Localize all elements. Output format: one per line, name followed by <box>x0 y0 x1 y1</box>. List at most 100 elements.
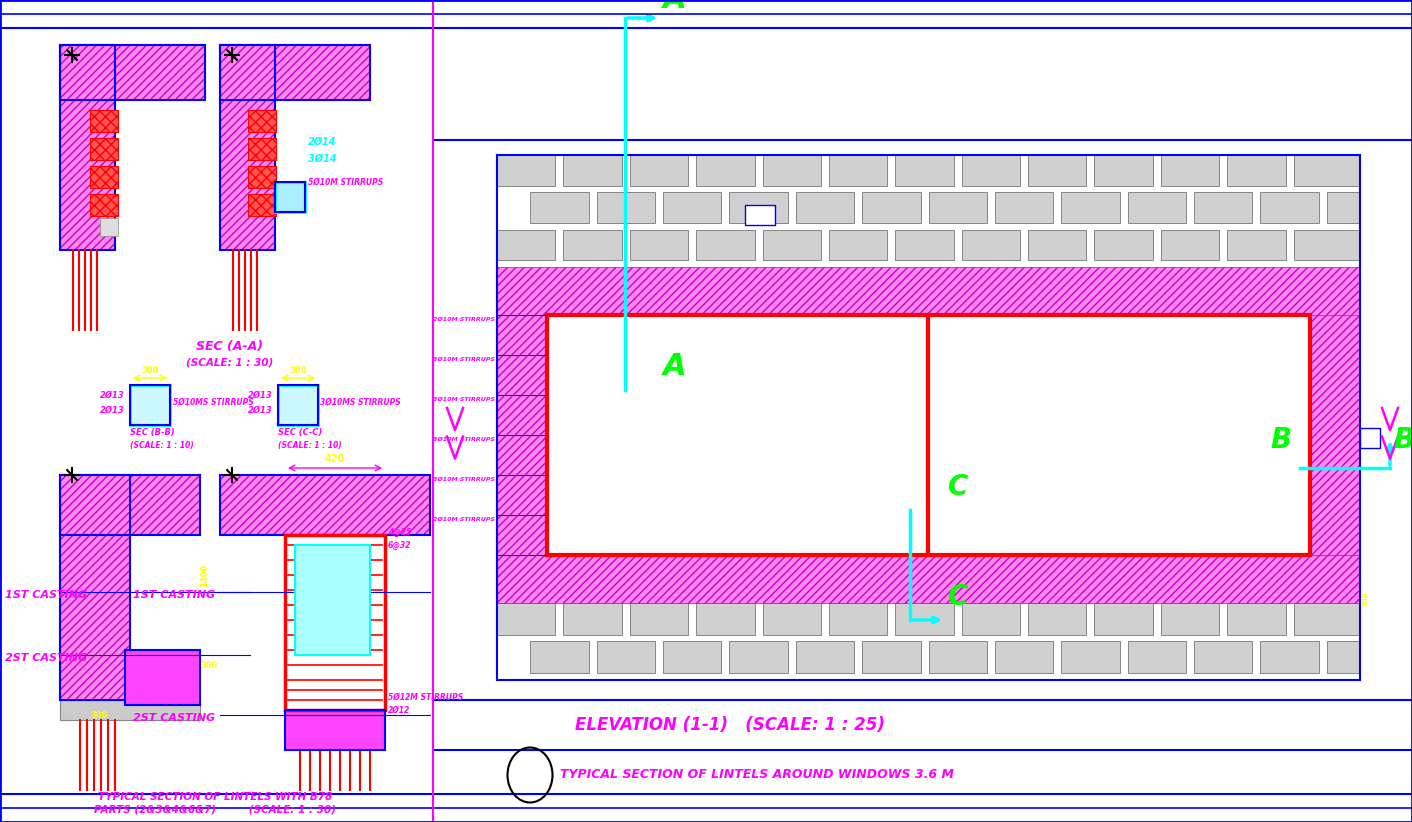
Bar <box>962 603 1019 635</box>
Bar <box>1261 192 1319 223</box>
Bar <box>1128 192 1186 223</box>
Bar <box>90 110 119 132</box>
Text: PARTS (2&3&4&6&7)         (SCALE: 1 : 30): PARTS (2&3&4&6&7) (SCALE: 1 : 30) <box>95 805 336 815</box>
Bar <box>1227 155 1286 186</box>
Text: (SCALE: 1 : 10): (SCALE: 1 : 10) <box>278 441 342 450</box>
Text: C: C <box>947 473 969 501</box>
Bar <box>530 192 589 223</box>
Text: A: A <box>664 0 686 14</box>
Bar <box>59 475 201 535</box>
Bar <box>1094 229 1152 261</box>
Bar <box>696 229 754 261</box>
Bar <box>220 475 431 535</box>
Bar <box>630 603 688 635</box>
Bar <box>59 700 201 720</box>
Bar <box>220 45 370 100</box>
Bar <box>1128 641 1186 673</box>
Bar <box>762 155 820 186</box>
Bar <box>1028 229 1086 261</box>
Bar <box>664 192 722 223</box>
Bar <box>126 650 201 705</box>
Bar <box>1327 192 1360 223</box>
Bar <box>285 535 385 710</box>
Bar <box>249 166 275 188</box>
Bar <box>1261 641 1319 673</box>
Bar <box>762 603 820 635</box>
Bar <box>597 641 655 673</box>
Text: 3Ø10MS STIRRUPS: 3Ø10MS STIRRUPS <box>321 398 401 407</box>
Bar <box>285 710 385 750</box>
Bar <box>1094 603 1152 635</box>
Text: 1ST CASTING: 1ST CASTING <box>133 590 215 600</box>
Bar <box>530 641 589 673</box>
Bar <box>563 603 621 635</box>
Text: B: B <box>1394 426 1412 454</box>
Text: ELEVATION (1-1)   (SCALE: 1 : 25): ELEVATION (1-1) (SCALE: 1 : 25) <box>575 716 885 734</box>
Text: SEC (B-B): SEC (B-B) <box>130 428 175 437</box>
Bar <box>59 45 114 250</box>
Bar <box>130 385 169 425</box>
Text: SEC (C-C): SEC (C-C) <box>278 428 322 437</box>
Bar <box>220 475 431 535</box>
Text: 3Ø14: 3Ø14 <box>308 154 336 164</box>
Text: 300: 300 <box>201 661 217 670</box>
Bar <box>90 194 119 216</box>
Bar <box>497 603 555 635</box>
Bar <box>863 641 921 673</box>
Text: 2Ø10M STIRRUPS: 2Ø10M STIRRUPS <box>433 317 496 322</box>
Bar <box>497 315 546 555</box>
Bar <box>278 385 318 425</box>
Bar <box>664 641 722 673</box>
Text: 3Ø10M STIRRUPS: 3Ø10M STIRRUPS <box>433 357 496 362</box>
Text: B: B <box>1269 426 1291 454</box>
Bar <box>563 229 621 261</box>
Bar <box>90 166 119 188</box>
Text: 5Ø12M STIRRUPS: 5Ø12M STIRRUPS <box>388 693 463 702</box>
Bar <box>59 45 205 100</box>
Bar <box>1028 603 1086 635</box>
Bar <box>1062 641 1120 673</box>
Bar <box>796 192 854 223</box>
Bar <box>1227 229 1286 261</box>
Bar <box>126 650 201 705</box>
Bar <box>962 155 1019 186</box>
Text: 420: 420 <box>325 454 345 464</box>
Bar <box>295 545 370 655</box>
Bar <box>995 641 1053 673</box>
Text: 5Ø10MS STIRRUPS: 5Ø10MS STIRRUPS <box>174 398 254 407</box>
Bar <box>1028 155 1086 186</box>
Text: 4@25: 4@25 <box>388 528 411 537</box>
Bar <box>285 710 385 750</box>
Text: 5Ø10M STIRRUPS: 5Ø10M STIRRUPS <box>308 178 383 187</box>
Bar <box>696 155 754 186</box>
Bar <box>995 192 1053 223</box>
Text: 1400: 1400 <box>201 563 209 587</box>
Text: 2Ø10M STIRRUPS: 2Ø10M STIRRUPS <box>433 517 496 522</box>
Bar <box>796 641 854 673</box>
Bar <box>220 45 370 100</box>
Text: 6@32: 6@32 <box>388 541 411 550</box>
Bar <box>220 45 275 250</box>
Bar <box>546 315 1310 555</box>
Bar <box>829 229 887 261</box>
Bar <box>895 229 953 261</box>
Text: 3Ø10M STIRRUPS: 3Ø10M STIRRUPS <box>433 477 496 482</box>
Bar <box>249 194 275 216</box>
Bar <box>1293 155 1360 186</box>
Bar <box>278 385 318 425</box>
Bar <box>1360 428 1380 448</box>
Bar <box>249 110 275 132</box>
Bar <box>929 192 987 223</box>
Text: 3Ø10M STIRRUPS: 3Ø10M STIRRUPS <box>433 397 496 402</box>
Bar <box>249 138 275 160</box>
Text: (SCALE: 1 : 10): (SCALE: 1 : 10) <box>130 441 193 450</box>
Text: 2Ø13: 2Ø13 <box>100 391 126 400</box>
Bar <box>100 218 119 236</box>
Text: SEC (A-A): SEC (A-A) <box>196 340 264 353</box>
Bar <box>563 155 621 186</box>
Bar <box>59 475 130 700</box>
Bar <box>929 641 987 673</box>
Text: C: C <box>947 583 969 611</box>
Bar <box>497 155 555 186</box>
Bar <box>696 603 754 635</box>
